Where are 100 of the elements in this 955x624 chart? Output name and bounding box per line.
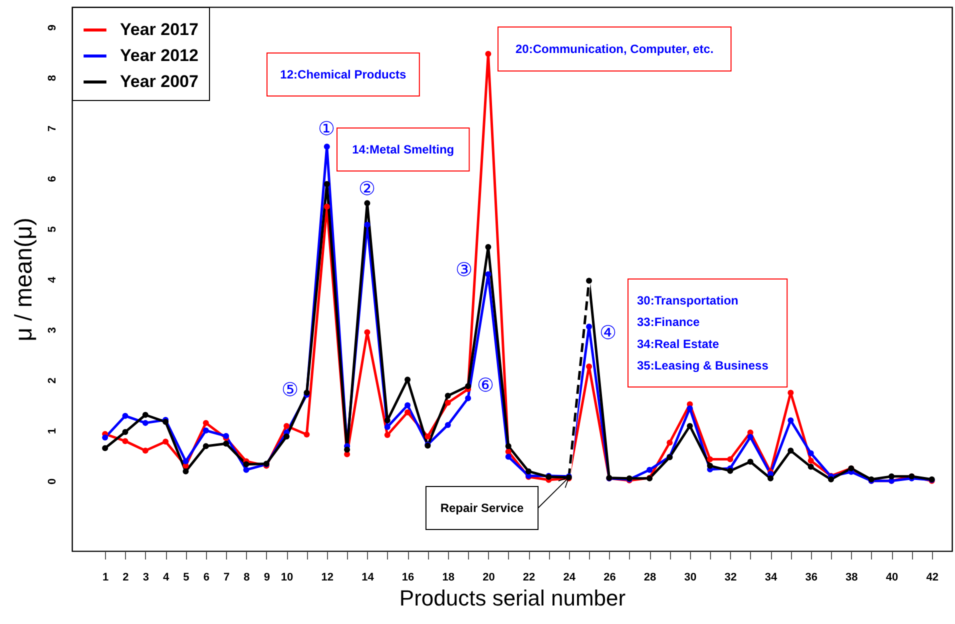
- annotation: 30:Transportation 33:Finance 34:Real Estate 35:Leasing & Business: [637, 293, 769, 373]
- point: [646, 466, 653, 473]
- point: [102, 445, 108, 452]
- annotation: ⑤: [281, 379, 299, 401]
- legend-label: Year 2007: [120, 72, 198, 91]
- y-tick-label: 2: [46, 378, 58, 384]
- x-tick-label: 10: [280, 572, 294, 584]
- x-tick-label: 34: [764, 572, 778, 584]
- point: [182, 458, 189, 464]
- x-tick-label: 42: [926, 572, 938, 584]
- x-tick-label: 28: [644, 572, 656, 584]
- point: [707, 456, 714, 462]
- y-axis-title: μ / mean(μ): [10, 218, 38, 342]
- point: [223, 440, 230, 447]
- annotation: ②: [358, 178, 376, 200]
- x-tick-label: 14: [362, 572, 375, 584]
- y-tick-label: 5: [46, 226, 58, 232]
- point: [505, 448, 512, 455]
- point: [727, 468, 734, 474]
- point: [202, 428, 209, 434]
- x-tick-label: 22: [522, 572, 536, 584]
- point: [122, 429, 128, 436]
- legend-label: Year 2012: [120, 46, 198, 65]
- point: [586, 278, 592, 284]
- point: [686, 422, 693, 429]
- point: [808, 464, 814, 470]
- point: [122, 438, 128, 444]
- point: [202, 443, 209, 450]
- x-tick-label: 36: [805, 572, 818, 584]
- x-tick-label: 3: [142, 572, 149, 584]
- point: [404, 402, 411, 408]
- y-tick-label: 3: [46, 327, 58, 334]
- legend-label: Year 2017: [120, 20, 198, 39]
- point: [788, 417, 794, 424]
- point: [666, 440, 673, 446]
- point: [768, 475, 774, 482]
- annotation: 14:Metal Smelting: [352, 142, 454, 156]
- x-tick-label: 2: [122, 572, 129, 584]
- point: [747, 434, 754, 440]
- annotation: ④: [599, 322, 617, 344]
- point: [888, 473, 895, 480]
- x-tick-label: 32: [724, 572, 737, 584]
- point: [344, 446, 350, 453]
- point: [162, 438, 169, 445]
- point: [505, 443, 512, 450]
- x-tick-label: 24: [563, 572, 576, 584]
- y-tick-label: 1: [46, 428, 58, 434]
- annotation: ③: [455, 259, 473, 281]
- point: [465, 395, 472, 402]
- x-tick-label: 6: [203, 572, 210, 584]
- point: [324, 204, 330, 210]
- x-tick-label: 30: [684, 572, 696, 584]
- point: [384, 432, 390, 438]
- point: [444, 392, 451, 399]
- point: [465, 383, 472, 390]
- x-tick-label: 7: [224, 572, 230, 584]
- y-tick-label: 8: [46, 75, 58, 82]
- point: [142, 420, 148, 426]
- point: [384, 417, 390, 424]
- point: [424, 434, 431, 440]
- annotation: Repair Service: [440, 501, 524, 515]
- point: [808, 450, 814, 456]
- y-tick-label: 4: [46, 276, 58, 283]
- point: [707, 462, 714, 469]
- annotation: ⑥: [476, 374, 494, 396]
- point: [284, 422, 290, 429]
- point: [142, 448, 148, 454]
- point: [485, 244, 492, 250]
- x-tick-label: 16: [402, 572, 414, 584]
- x-tick-label: 26: [604, 572, 616, 584]
- point: [324, 180, 330, 187]
- x-tick-label: 8: [244, 572, 250, 584]
- annotation: 20:Communication, Computer, etc.: [516, 42, 714, 56]
- point: [243, 466, 250, 473]
- point: [485, 271, 492, 278]
- point: [828, 476, 834, 482]
- annotation: 12:Chemical Products: [280, 68, 407, 82]
- point: [284, 434, 290, 440]
- point: [808, 458, 814, 464]
- annotation: ①: [318, 118, 336, 140]
- point: [324, 144, 330, 150]
- x-tick-label: 9: [264, 572, 270, 584]
- point: [586, 324, 592, 330]
- x-tick-label: 5: [183, 572, 190, 584]
- point: [122, 412, 128, 419]
- point: [202, 420, 209, 426]
- point: [444, 422, 451, 428]
- point: [364, 222, 370, 228]
- x-tick-label: 1: [102, 572, 109, 584]
- point: [304, 432, 310, 438]
- x-tick-label: 4: [163, 572, 170, 584]
- y-tick-label: 0: [46, 478, 58, 484]
- point: [404, 409, 411, 416]
- point: [243, 461, 250, 468]
- y-tick-label: 9: [46, 24, 58, 31]
- point: [364, 200, 370, 206]
- point: [102, 434, 108, 441]
- point: [485, 50, 492, 57]
- x-tick-label: 20: [482, 572, 495, 584]
- point: [444, 400, 451, 406]
